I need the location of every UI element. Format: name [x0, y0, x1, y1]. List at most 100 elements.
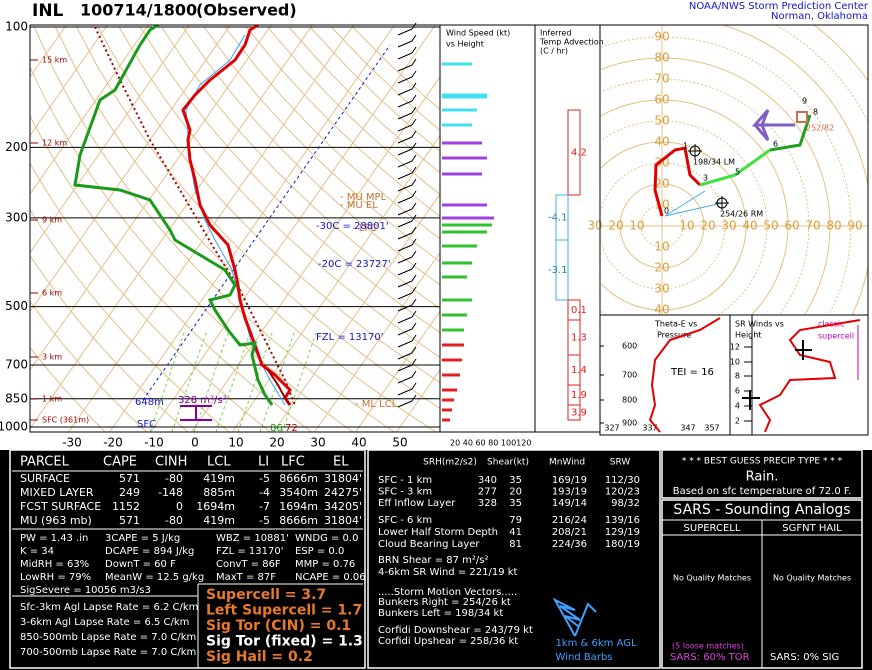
isotherm	[30, 25, 272, 371]
column-header: SGFNT HAIL	[782, 523, 842, 534]
kinematic-line: BRN Shear = 87 m²/s²	[378, 555, 489, 566]
wind-barb	[397, 136, 413, 144]
wind-barb	[397, 328, 413, 336]
wind-barb	[411, 118, 417, 126]
column-header: MnWind	[549, 458, 585, 468]
skewt-plot	[30, 25, 440, 432]
lapse-rate: 3-6km Agl Lapse Rate = 6.5 C/km	[20, 617, 189, 628]
kinematic-cell: Cloud Bearing Layer	[378, 539, 480, 550]
tick-label: 6	[735, 387, 740, 396]
wind-barb	[411, 130, 417, 138]
dry-adiabat	[76, 26, 440, 409]
parcel-cell: -148	[158, 486, 183, 499]
hodo-label: 40	[742, 219, 757, 233]
precip-basis: Based on sfc temperature of 72.0 F.	[673, 486, 852, 497]
deviant-box	[796, 111, 808, 123]
wind-barb	[397, 340, 413, 348]
dry-adiabat	[267, 26, 440, 195]
temp-label: -20	[103, 436, 123, 450]
hodo-label: 90	[847, 219, 862, 233]
temp-label: -30	[62, 436, 82, 450]
parcel-cell: 31804'	[324, 472, 362, 485]
note: supercell	[818, 332, 854, 341]
parcel-cell: 34205'	[324, 500, 362, 513]
wetbulb-line	[142, 44, 391, 401]
stat: ConvT = 86F	[216, 559, 281, 570]
lapse-rate: 700-500mb Lapse Rate = 7.0 C/km	[20, 647, 196, 658]
isotherm	[30, 25, 108, 137]
stat: MeanW = 12.5 g/kg	[105, 572, 204, 583]
sars-title: SARS - Sounding Analogs	[673, 502, 850, 518]
index: Supercell = 3.7	[206, 587, 326, 603]
wind-barb	[411, 34, 417, 42]
kinematic-cell: 224/36	[552, 539, 587, 550]
column-header: SUPERCELL	[684, 523, 741, 534]
wind-barb	[411, 394, 417, 402]
mode: (Observed)	[196, 1, 297, 20]
wind-barb	[397, 268, 413, 276]
wind-barb	[397, 148, 413, 156]
hodo-trace-low	[653, 146, 702, 217]
parcel-cell: 3540m	[279, 486, 318, 499]
dry-adiabat	[118, 26, 440, 358]
advection-value: 3.9	[571, 408, 587, 419]
isotherm	[355, 310, 440, 432]
kinematic-cell: 169/19	[552, 475, 587, 486]
height-mark: 5	[735, 168, 740, 177]
tick-label: 357	[704, 424, 719, 433]
wind-barb	[411, 142, 417, 150]
stat: NCAPE = 0.06	[295, 572, 366, 583]
parcel-trace	[94, 26, 296, 406]
advection-value: -3.1	[548, 265, 568, 276]
parcel-cell: 885m	[203, 486, 235, 499]
hodo-label: 20	[654, 261, 669, 275]
tick-label: 327	[604, 424, 619, 433]
dry-adiabat	[139, 26, 440, 334]
hodo-label: 60	[654, 93, 669, 107]
pressure-label: 100	[5, 20, 28, 34]
stat: MidRH = 63%	[20, 559, 89, 570]
stat: SigSevere = 10056 m3/s3	[20, 585, 151, 596]
wind-barb	[397, 304, 413, 312]
kinematic-cell: SFC - 6 km	[378, 515, 432, 526]
stat: FZL = 13170'	[216, 546, 283, 557]
wind-barb	[411, 298, 417, 306]
hodo-label: 40	[654, 135, 669, 149]
height-label: 12 km	[42, 139, 67, 148]
advection-value: -4.1	[548, 213, 568, 224]
panel-title: (C / hr)	[540, 47, 568, 56]
kinematic-line: Corfidi Upshear = 258/36 kt	[378, 636, 518, 647]
annotation: - ML LCL	[355, 399, 398, 410]
sr-profile	[758, 319, 861, 433]
stat: DownT = 60 F	[105, 559, 176, 570]
temp-label: 20	[269, 436, 284, 450]
column-header: SRW	[610, 458, 631, 468]
kinematic-cell: 149/14	[552, 498, 587, 509]
lapse-rate: 850-500mb Lapse Rate = 7.0 C/km	[20, 632, 196, 643]
wind-barb	[411, 286, 417, 294]
tick-label: 2	[735, 417, 740, 426]
wind-barb	[411, 154, 417, 162]
tick-label: 8	[735, 372, 740, 381]
hodo-label: 30	[721, 219, 736, 233]
dry-adiabat	[161, 26, 440, 310]
kinematic-cell: 180/19	[605, 539, 640, 550]
kinematic-cell: 193/19	[552, 487, 587, 498]
temp-label: 10	[228, 436, 243, 450]
hodo-label: 60	[784, 219, 799, 233]
dry-adiabat	[30, 300, 148, 432]
tick-label: 12	[730, 343, 740, 352]
kinematic-cell: 340	[478, 475, 497, 486]
kinematic-cell: SFC - 1 km	[378, 475, 432, 486]
kinematic-line: Corfidi Downshear = 243/79 kt	[378, 625, 533, 636]
parcel-cell: -5	[259, 472, 270, 485]
hodo-label: 50	[654, 114, 669, 128]
column-header: LFC	[281, 455, 305, 470]
column-header: SRH(m2/s2)	[423, 458, 477, 468]
stat: MaxT = 87F	[216, 572, 276, 583]
kinematic-cell: SFC - 3 km	[378, 487, 432, 498]
column-header: CAPE	[103, 455, 137, 470]
hodo-label: 10	[679, 219, 694, 233]
stat: MMP = 0.76	[295, 559, 355, 570]
